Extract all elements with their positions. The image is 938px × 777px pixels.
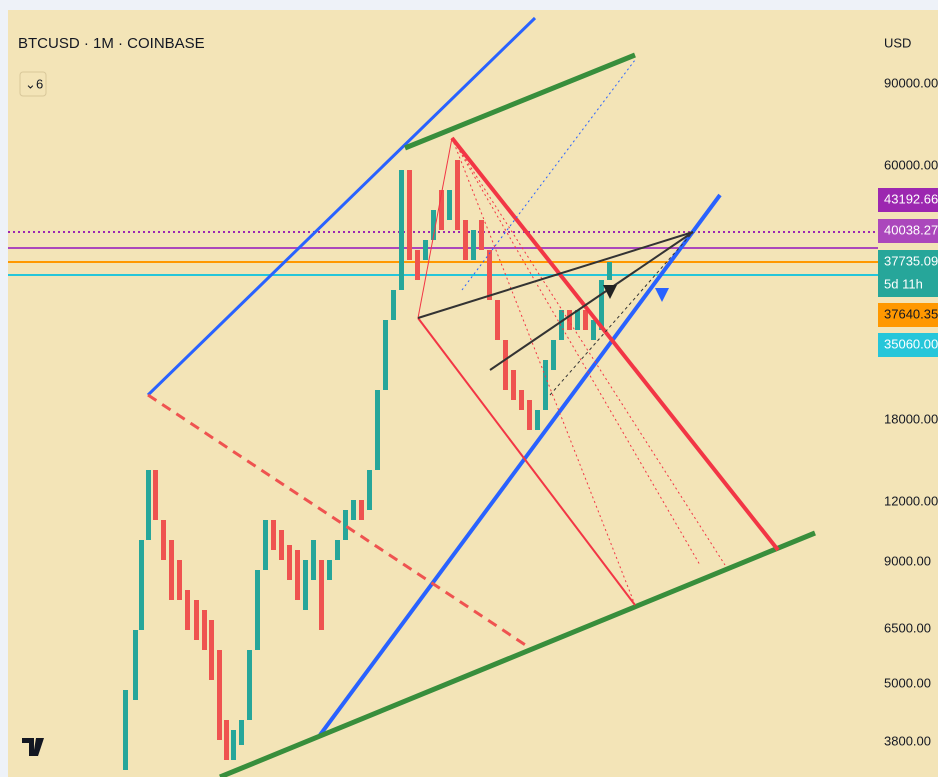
price-label: 12000.00	[884, 493, 938, 508]
price-tag	[878, 273, 938, 297]
price-axis	[878, 10, 938, 777]
price-label: 60000.00	[884, 157, 938, 172]
price-tag	[878, 250, 938, 274]
price-tag-label: 5d 11h	[884, 276, 923, 291]
price-label: 5000.00	[884, 675, 931, 690]
price-tag-label: 43192.66	[884, 191, 938, 206]
price-label: 18000.00	[884, 411, 938, 426]
price-tag-label: 40038.27	[884, 222, 938, 237]
price-label: 9000.00	[884, 553, 931, 568]
price-tag	[878, 219, 938, 243]
price-tag-label: 35060.00	[884, 336, 938, 351]
price-tag-label: 37640.35	[884, 306, 938, 321]
price-tag-label: 37735.09	[884, 253, 938, 268]
symbol: BTCUSD · 1M · COINBASE	[18, 35, 205, 52]
price-tag	[878, 333, 938, 357]
indicator-chevron: ⌄	[25, 76, 36, 91]
logo	[22, 738, 44, 756]
price-tag	[878, 188, 938, 212]
candles	[123, 160, 612, 770]
price-tag	[878, 303, 938, 327]
indicator-toggle[interactable]	[19, 71, 47, 97]
price-label: 3800.00	[884, 733, 931, 748]
currency[interactable]: USD	[884, 35, 911, 50]
price-label: 90000.00	[884, 75, 938, 90]
price-label: 6500.00	[884, 620, 931, 635]
indicator-count: 6	[36, 76, 43, 91]
drawings	[146, 16, 816, 777]
chart-pane	[8, 10, 878, 777]
